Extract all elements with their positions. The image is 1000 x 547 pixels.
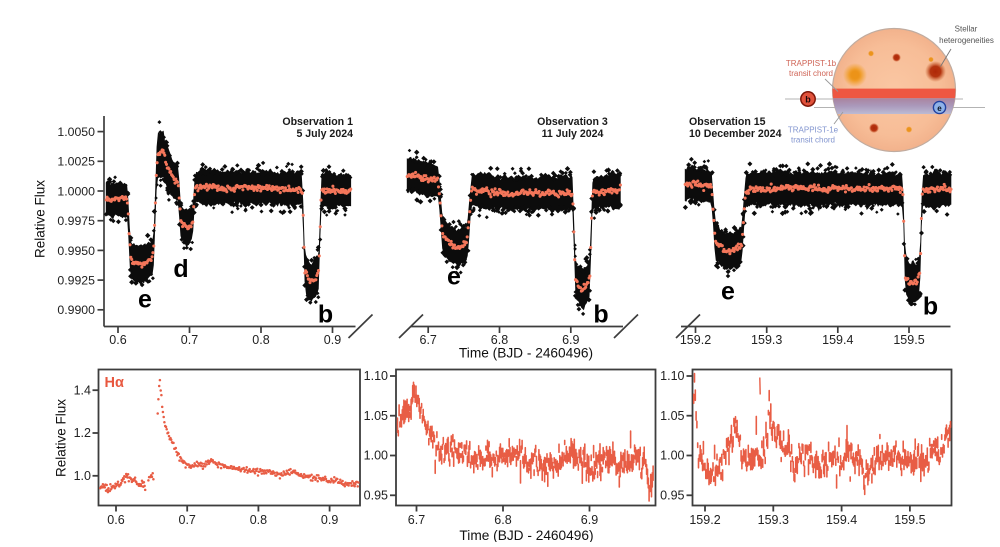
svg-text:6.9: 6.9	[562, 333, 579, 347]
svg-text:Relative Flux: Relative Flux	[54, 399, 69, 477]
svg-text:11 July 2024: 11 July 2024	[542, 128, 604, 140]
svg-text:0.7: 0.7	[179, 513, 196, 527]
svg-text:0.95: 0.95	[660, 489, 684, 503]
svg-text:Hα: Hα	[105, 375, 124, 391]
svg-text:0.6: 0.6	[109, 333, 126, 347]
svg-text:5 July 2024: 5 July 2024	[296, 128, 353, 140]
svg-text:TRAPPIST-1b: TRAPPIST-1b	[786, 59, 837, 68]
svg-text:1.0050: 1.0050	[57, 125, 95, 139]
svg-text:1.00: 1.00	[364, 449, 388, 463]
svg-text:0.7: 0.7	[181, 333, 198, 347]
svg-text:10 December 2024: 10 December 2024	[689, 128, 782, 140]
svg-text:1.10: 1.10	[660, 369, 684, 383]
svg-text:159.2: 159.2	[680, 333, 711, 347]
svg-text:transit chord: transit chord	[791, 136, 835, 145]
svg-text:b: b	[923, 293, 938, 321]
svg-text:0.8: 0.8	[252, 333, 269, 347]
svg-text:Time (BJD - 2460496): Time (BJD - 2460496)	[459, 528, 593, 542]
svg-text:d: d	[173, 255, 188, 283]
svg-text:6.8: 6.8	[494, 513, 511, 527]
svg-text:Time (BJD - 2460496): Time (BJD - 2460496)	[459, 346, 593, 361]
svg-text:1.10: 1.10	[364, 369, 388, 383]
svg-text:159.2: 159.2	[689, 513, 720, 527]
svg-text:Observation 15: Observation 15	[689, 116, 766, 128]
svg-text:transit chord: transit chord	[789, 69, 833, 78]
svg-text:6.7: 6.7	[420, 333, 437, 347]
svg-text:1.2: 1.2	[74, 426, 91, 440]
svg-text:e: e	[721, 278, 735, 306]
svg-text:0.8: 0.8	[250, 513, 267, 527]
svg-text:1.4: 1.4	[74, 383, 91, 397]
svg-text:TRAPPIST-1e: TRAPPIST-1e	[788, 126, 839, 135]
svg-text:1.0: 1.0	[74, 469, 91, 483]
svg-text:1.05: 1.05	[660, 409, 684, 423]
svg-text:Stellar: Stellar	[955, 25, 978, 34]
svg-text:Relative Flux: Relative Flux	[33, 180, 48, 258]
svg-text:heterogeneities: heterogeneities	[939, 36, 994, 45]
svg-text:1.00: 1.00	[660, 449, 684, 463]
svg-text:6.9: 6.9	[581, 513, 598, 527]
svg-text:159.5: 159.5	[893, 333, 924, 347]
svg-text:0.95: 0.95	[364, 489, 388, 503]
svg-text:1.0025: 1.0025	[57, 155, 95, 169]
svg-text:6.8: 6.8	[491, 333, 508, 347]
svg-text:0.9950: 0.9950	[57, 244, 95, 258]
svg-text:159.4: 159.4	[826, 513, 857, 527]
svg-text:Observation 3: Observation 3	[537, 116, 608, 128]
svg-text:0.9900: 0.9900	[57, 303, 95, 317]
svg-text:0.9: 0.9	[321, 513, 338, 527]
svg-text:e: e	[937, 104, 942, 113]
svg-text:0.9: 0.9	[324, 333, 341, 347]
svg-text:b: b	[318, 301, 333, 329]
svg-text:0.6: 0.6	[107, 513, 124, 527]
svg-text:1.0000: 1.0000	[57, 184, 95, 198]
svg-text:Observation 1: Observation 1	[282, 116, 353, 128]
svg-text:159.4: 159.4	[822, 333, 853, 347]
svg-text:0.9925: 0.9925	[57, 274, 95, 288]
svg-text:0.9975: 0.9975	[57, 214, 95, 228]
svg-text:e: e	[138, 286, 152, 314]
svg-text:b: b	[805, 95, 811, 105]
svg-text:159.3: 159.3	[751, 333, 782, 347]
svg-text:159.3: 159.3	[758, 513, 789, 527]
svg-text:159.5: 159.5	[894, 513, 925, 527]
svg-text:b: b	[593, 301, 608, 329]
svg-text:6.7: 6.7	[408, 513, 425, 527]
svg-text:1.05: 1.05	[364, 409, 388, 423]
